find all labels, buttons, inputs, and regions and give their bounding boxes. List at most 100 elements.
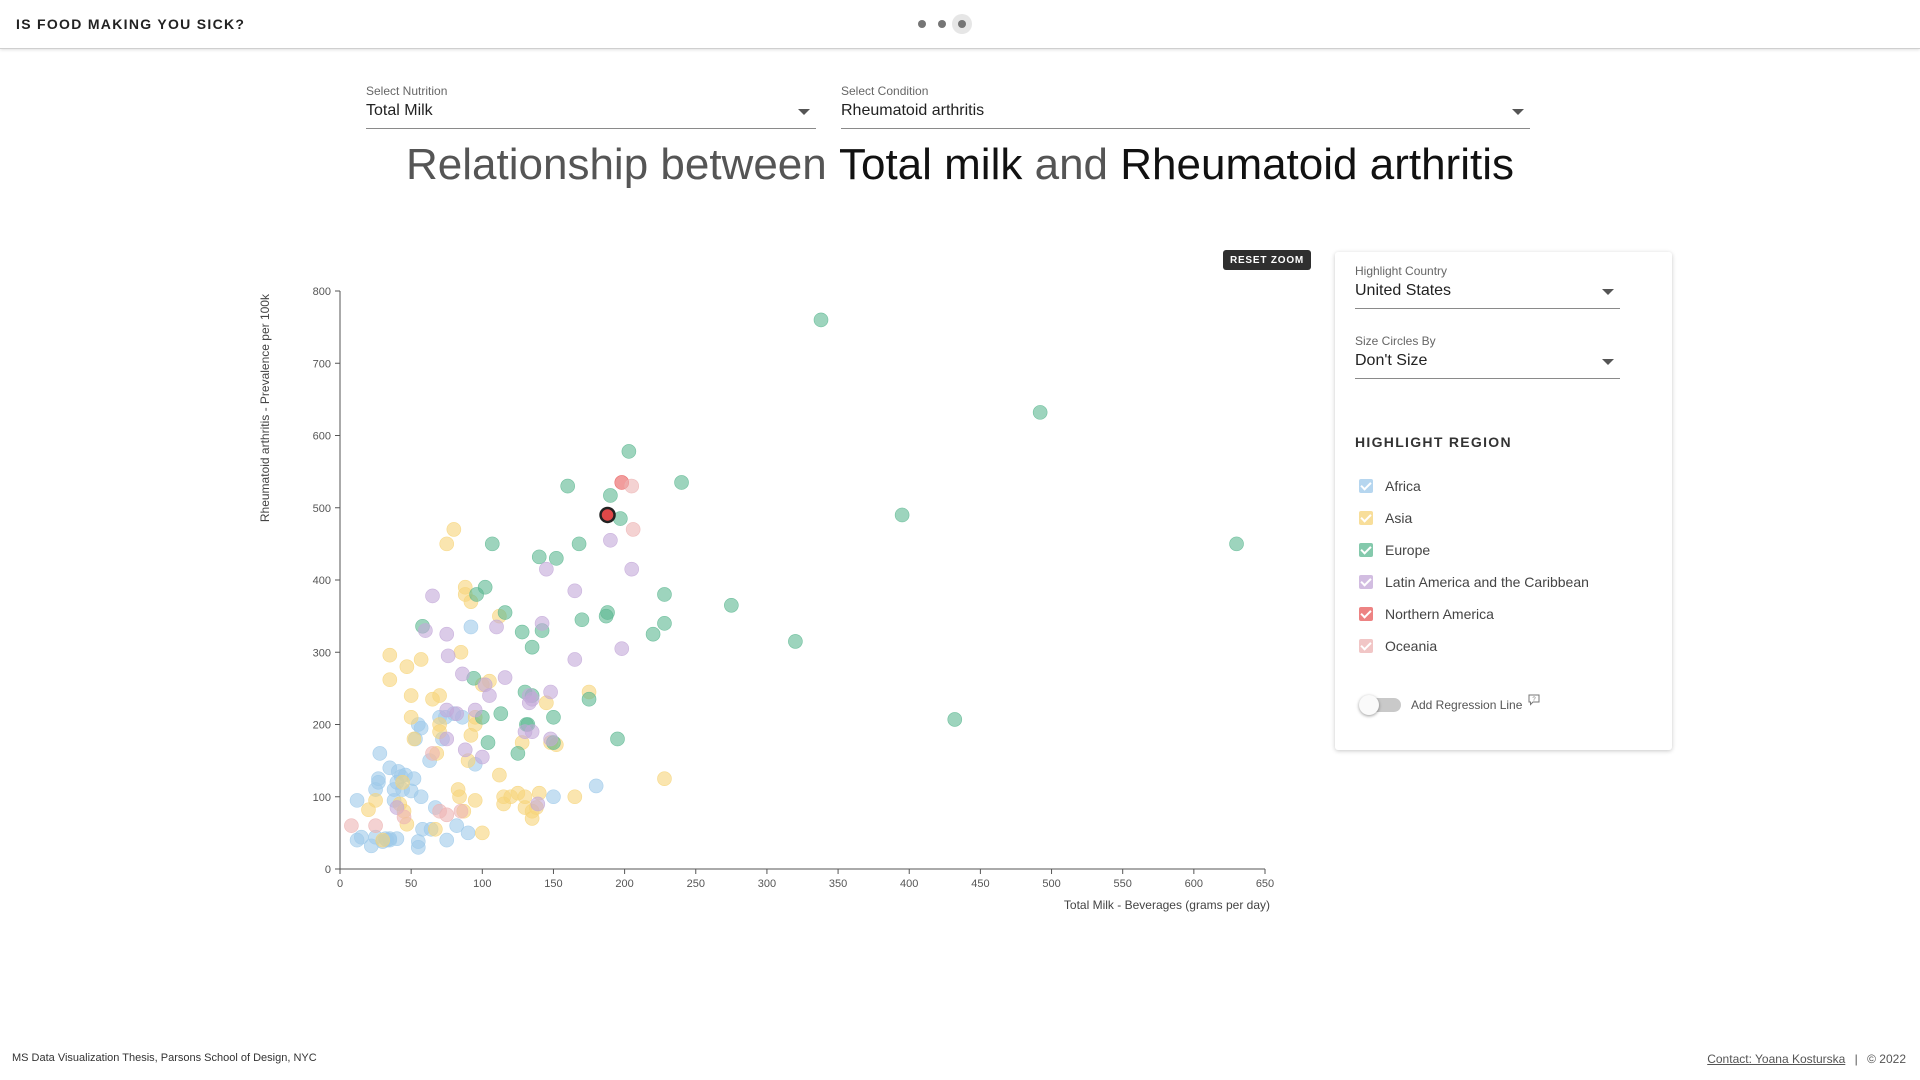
data-point-europe[interactable] — [560, 478, 575, 494]
regression-toggle[interactable] — [1359, 695, 1403, 715]
data-point-europe[interactable] — [514, 624, 530, 640]
data-point-latin-america-and-the-caribbean[interactable] — [543, 684, 558, 700]
data-point-latin-america-and-the-caribbean[interactable] — [418, 623, 433, 638]
data-point-latin-america-and-the-caribbean[interactable] — [449, 706, 464, 721]
region-item-africa[interactable]: Africa — [1359, 470, 1589, 502]
data-point-europe[interactable] — [645, 626, 661, 642]
checkbox-icon[interactable] — [1359, 511, 1373, 525]
data-point-europe[interactable] — [581, 691, 597, 707]
data-point-asia[interactable] — [428, 821, 443, 837]
data-point-africa[interactable] — [349, 793, 365, 808]
checkbox-icon[interactable] — [1359, 575, 1373, 589]
data-point-oceania[interactable] — [453, 803, 469, 819]
reset-zoom-button[interactable]: RESET ZOOM — [1223, 250, 1311, 270]
data-point-asia[interactable] — [453, 644, 469, 660]
data-point-latin-america-and-the-caribbean[interactable] — [475, 749, 490, 765]
condition-select[interactable]: Select Condition Rheumatoid arthritis — [841, 84, 1530, 129]
data-point-asia[interactable] — [399, 659, 415, 675]
data-point-europe[interactable] — [1229, 536, 1244, 552]
highlighted-point[interactable] — [599, 506, 616, 524]
data-point-latin-america-and-the-caribbean[interactable] — [457, 742, 473, 758]
data-point-asia[interactable] — [657, 771, 672, 786]
data-point-asia[interactable] — [439, 536, 455, 552]
data-point-oceania[interactable] — [344, 818, 359, 833]
data-point-latin-america-and-the-caribbean[interactable] — [524, 724, 540, 740]
data-point-latin-america-and-the-caribbean[interactable] — [425, 588, 440, 604]
data-point-asia[interactable] — [382, 672, 398, 688]
data-point-asia[interactable] — [567, 789, 583, 805]
nutrition-select[interactable]: Select Nutrition Total Milk — [366, 84, 816, 129]
data-point-oceania[interactable] — [625, 522, 641, 537]
data-point-europe[interactable] — [477, 579, 493, 595]
data-point-asia[interactable] — [432, 688, 447, 703]
region-item-latin-america[interactable]: Latin America and the Caribbean — [1359, 566, 1589, 598]
data-point-europe[interactable] — [1032, 405, 1048, 420]
page-dot-3[interactable] — [952, 14, 972, 34]
data-point-africa[interactable] — [460, 825, 476, 841]
data-point-latin-america-and-the-caribbean[interactable] — [603, 532, 618, 548]
data-point-europe[interactable] — [788, 634, 803, 649]
data-point-asia[interactable] — [446, 522, 462, 537]
data-point-latin-america-and-the-caribbean[interactable] — [439, 731, 455, 747]
data-point-latin-america-and-the-caribbean[interactable] — [614, 641, 630, 656]
data-point-latin-america-and-the-caribbean[interactable] — [530, 796, 546, 812]
data-point-oceania[interactable] — [368, 818, 383, 833]
data-point-europe[interactable] — [603, 488, 618, 503]
checkbox-icon[interactable] — [1359, 639, 1373, 653]
data-point-africa[interactable] — [463, 619, 479, 635]
region-item-oceania[interactable]: Oceania — [1359, 630, 1589, 662]
data-point-latin-america-and-the-caribbean[interactable] — [567, 583, 583, 599]
data-point-europe[interactable] — [657, 587, 672, 602]
data-point-oceania[interactable] — [425, 746, 440, 761]
data-point-latin-america-and-the-caribbean[interactable] — [455, 666, 470, 682]
data-point-latin-america-and-the-caribbean[interactable] — [524, 691, 540, 707]
data-point-oceania[interactable] — [396, 809, 412, 825]
data-point-africa[interactable] — [389, 831, 405, 846]
data-point-latin-america-and-the-caribbean[interactable] — [440, 648, 456, 664]
data-point-africa[interactable] — [413, 789, 429, 805]
data-point-africa[interactable] — [449, 818, 464, 833]
data-point-latin-america-and-the-caribbean[interactable] — [567, 652, 583, 667]
data-point-europe[interactable] — [947, 712, 963, 727]
data-point-asia[interactable] — [403, 709, 419, 725]
data-point-europe[interactable] — [497, 605, 513, 620]
data-point-asia[interactable] — [467, 793, 483, 808]
contact-link[interactable]: Contact: Yoana Kosturska — [1707, 1052, 1846, 1066]
data-point-europe[interactable] — [571, 536, 587, 552]
region-item-asia[interactable]: Asia — [1359, 502, 1589, 534]
data-point-latin-america-and-the-caribbean[interactable] — [497, 670, 513, 685]
data-point-africa[interactable] — [546, 789, 561, 805]
data-point-europe[interactable] — [724, 597, 739, 613]
data-point-europe[interactable] — [510, 746, 526, 761]
page-dot-1[interactable] — [912, 14, 932, 34]
data-point-asia[interactable] — [368, 793, 383, 808]
data-point-latin-america-and-the-caribbean[interactable] — [482, 688, 497, 703]
region-item-northern-america[interactable]: Northern America — [1359, 598, 1589, 630]
scatter-chart[interactable]: 0 50 100 150 200 250 300 350 400 450 500 550 600 650 0… — [250, 280, 1300, 920]
data-point-asia[interactable] — [475, 825, 490, 841]
data-point-europe[interactable] — [621, 444, 637, 459]
checkbox-icon[interactable] — [1359, 479, 1373, 493]
data-point-europe[interactable] — [657, 616, 672, 631]
data-point-europe[interactable] — [484, 536, 500, 552]
data-point-europe[interactable] — [610, 731, 625, 747]
size-circles-select[interactable]: Size Circles By Don't Size — [1355, 334, 1620, 379]
data-point-latin-america-and-the-caribbean[interactable] — [543, 731, 558, 747]
data-point-europe[interactable] — [674, 475, 689, 490]
data-point-latin-america-and-the-caribbean[interactable] — [534, 616, 550, 631]
data-point-latin-america-and-the-caribbean[interactable] — [624, 561, 640, 577]
data-point-europe[interactable] — [574, 612, 590, 628]
data-point-africa[interactable] — [372, 746, 388, 761]
data-point-asia[interactable] — [413, 652, 429, 667]
data-point-africa[interactable] — [371, 771, 386, 786]
data-point-africa[interactable] — [588, 778, 604, 794]
data-point-africa[interactable] — [439, 832, 455, 848]
checkbox-icon[interactable] — [1359, 543, 1373, 557]
data-point-europe[interactable] — [531, 549, 547, 565]
data-point-latin-america-and-the-caribbean[interactable] — [439, 626, 455, 642]
data-point-europe[interactable] — [546, 709, 561, 725]
data-point-europe[interactable] — [493, 706, 509, 721]
data-point-asia[interactable] — [395, 774, 410, 790]
data-point-europe[interactable] — [524, 639, 540, 655]
data-point-asia[interactable] — [406, 731, 422, 747]
